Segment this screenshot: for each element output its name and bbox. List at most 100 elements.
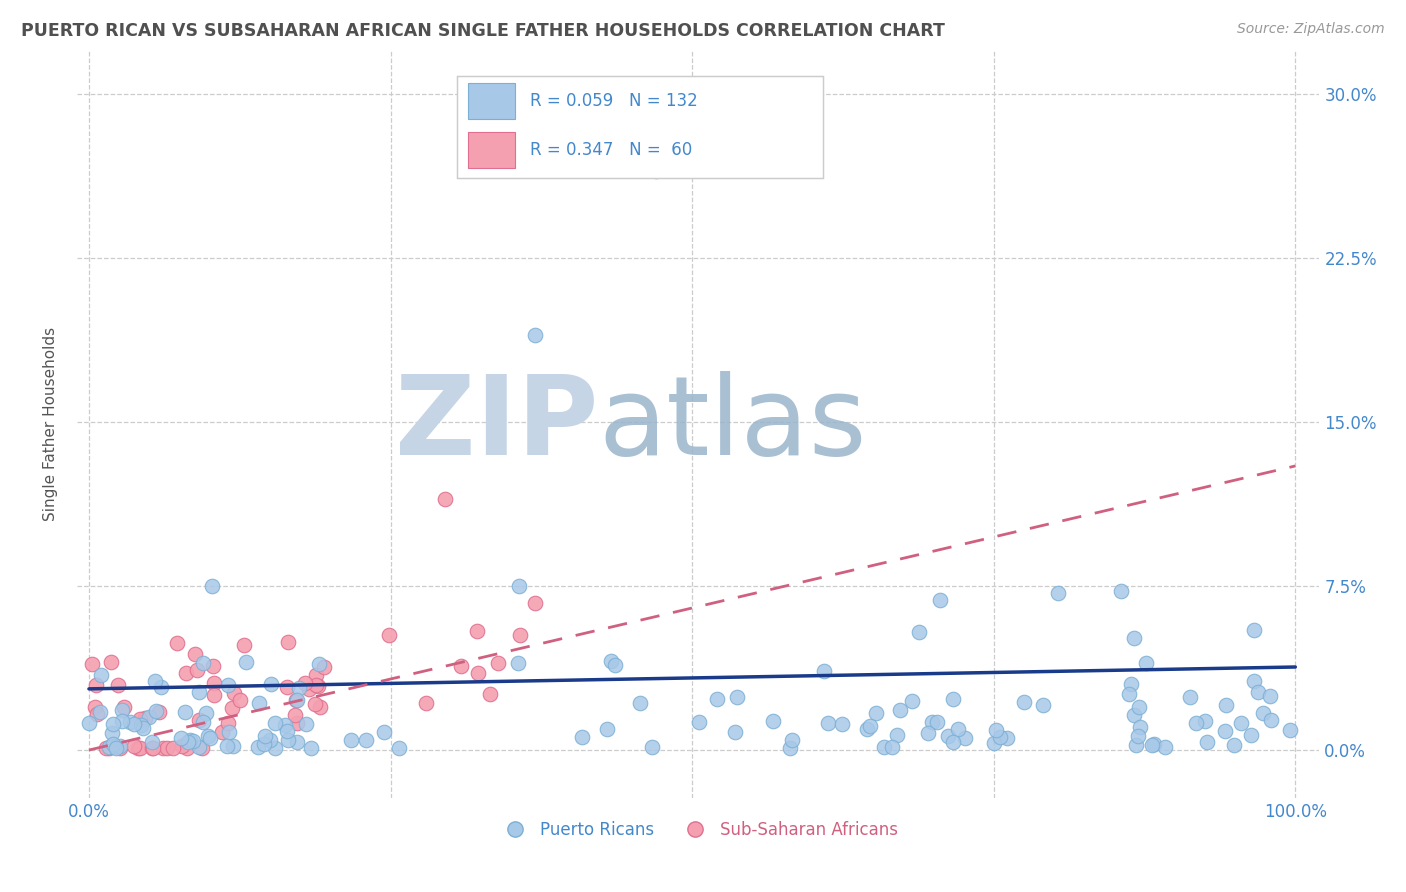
Point	[247, 696, 270, 710]
Point	[101, 737, 124, 751]
Point	[187, 713, 209, 727]
Point	[143, 673, 166, 688]
Point	[112, 700, 135, 714]
Point	[83, 699, 105, 714]
Point	[925, 714, 948, 729]
Point	[354, 733, 377, 747]
Point	[285, 692, 308, 706]
Point	[1046, 586, 1069, 600]
Point	[467, 665, 489, 680]
Point	[1194, 714, 1216, 728]
Point	[285, 735, 308, 749]
Text: atlas: atlas	[599, 371, 868, 478]
Point	[108, 740, 131, 755]
Point	[277, 733, 299, 747]
Point	[98, 740, 121, 755]
Point	[724, 724, 747, 739]
Point	[373, 724, 395, 739]
Point	[90, 667, 112, 681]
Point	[148, 706, 170, 720]
Point	[156, 740, 179, 755]
Point	[1125, 739, 1147, 753]
Point	[188, 740, 211, 755]
Point	[132, 721, 155, 735]
Point	[1143, 737, 1166, 751]
Point	[688, 714, 710, 729]
Point	[782, 733, 804, 747]
Point	[198, 731, 221, 746]
Point	[253, 738, 276, 752]
Point	[415, 696, 437, 710]
Point	[101, 726, 124, 740]
Point	[201, 579, 224, 593]
Point	[901, 694, 924, 708]
Point	[149, 681, 172, 695]
Point	[1118, 687, 1140, 701]
Y-axis label: Single Father Households: Single Father Households	[44, 327, 58, 522]
Point	[1111, 583, 1133, 598]
Point	[128, 740, 150, 755]
Point	[433, 491, 456, 506]
Point	[817, 716, 839, 731]
Point	[1197, 735, 1219, 749]
Point	[141, 735, 163, 749]
Point	[1126, 729, 1149, 743]
Point	[277, 635, 299, 649]
Point	[127, 740, 149, 755]
Point	[1129, 720, 1152, 734]
Point	[388, 740, 411, 755]
Text: ZIP: ZIP	[395, 371, 599, 478]
Point	[508, 579, 530, 593]
Point	[294, 676, 316, 690]
Point	[152, 740, 174, 755]
Point	[104, 739, 127, 753]
Point	[889, 703, 911, 717]
Point	[122, 739, 145, 754]
Point	[191, 656, 214, 670]
Point	[297, 682, 319, 697]
Point	[105, 740, 128, 755]
Point	[217, 716, 239, 731]
Point	[288, 681, 311, 696]
Legend: Puerto Ricans, Sub-Saharan Africans: Puerto Ricans, Sub-Saharan Africans	[491, 814, 905, 846]
Point	[276, 680, 298, 694]
Point	[284, 708, 307, 723]
Point	[128, 712, 150, 726]
Point	[304, 697, 326, 711]
Point	[921, 715, 943, 730]
Text: PUERTO RICAN VS SUBSAHARAN AFRICAN SINGLE FATHER HOUSEHOLDS CORRELATION CHART: PUERTO RICAN VS SUBSAHARAN AFRICAN SINGL…	[21, 22, 945, 40]
Point	[162, 740, 184, 755]
Point	[873, 740, 896, 755]
Point	[218, 725, 240, 739]
Point	[191, 740, 214, 755]
Point	[287, 693, 309, 707]
Point	[100, 655, 122, 669]
Point	[309, 699, 332, 714]
Point	[596, 722, 619, 736]
Point	[479, 687, 502, 701]
Point	[108, 739, 131, 753]
Point	[111, 703, 134, 717]
Point	[295, 716, 318, 731]
Point	[120, 715, 142, 730]
Point	[1243, 674, 1265, 689]
Point	[254, 729, 277, 743]
Point	[80, 657, 103, 671]
Point	[762, 714, 785, 728]
Point	[1247, 685, 1270, 699]
Point	[450, 658, 472, 673]
Point	[599, 654, 621, 668]
Point	[942, 692, 965, 706]
Point	[886, 728, 908, 742]
Point	[177, 735, 200, 749]
Point	[86, 707, 108, 722]
Point	[948, 722, 970, 736]
Point	[571, 730, 593, 744]
Point	[779, 740, 801, 755]
Point	[506, 656, 529, 670]
Point	[983, 736, 1005, 750]
Point	[1215, 698, 1237, 712]
Text: Source: ZipAtlas.com: Source: ZipAtlas.com	[1237, 22, 1385, 37]
Point	[1278, 723, 1301, 737]
Point	[942, 735, 965, 749]
